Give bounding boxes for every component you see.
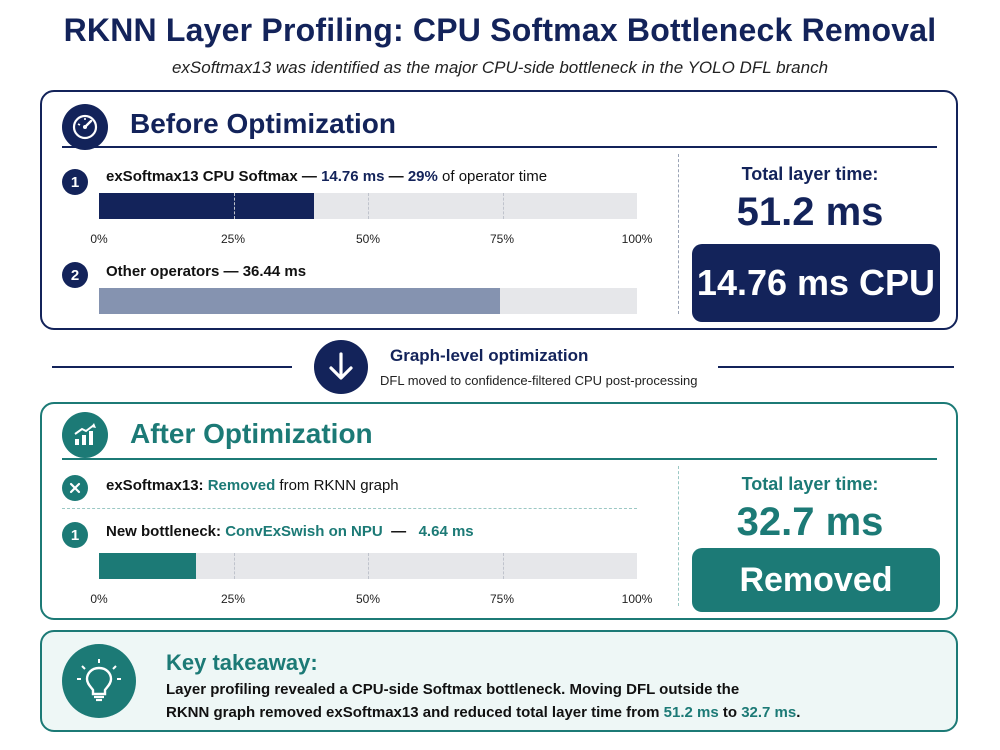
before-row2-label: Other operators — 36.44 ms <box>106 263 307 280</box>
bottleneck-name: ConvExSwish on NPU <box>225 523 383 540</box>
before-panel: Before Optimization 1 exSoftmax13 CPU So… <box>40 90 958 330</box>
grid-line <box>502 193 504 219</box>
before-highlight-box: 14.76 ms CPU <box>692 244 940 322</box>
rank-badge-1: 1 <box>62 522 88 548</box>
panel-divider <box>678 466 679 606</box>
takeaway-line-1: Layer profiling revealed a CPU-side Soft… <box>166 681 740 698</box>
operator-suffix: of operator time <box>437 168 548 185</box>
before-heading: Before Optimization <box>130 108 397 139</box>
axis-tick: 0% <box>90 232 108 246</box>
takeaway-text: . <box>796 704 801 721</box>
speedometer-icon <box>62 104 108 150</box>
grid-line <box>368 193 369 219</box>
growth-chart-icon <box>62 412 108 458</box>
before-row2-bar-fill <box>99 288 500 314</box>
page-title: RKNN Layer Profiling: CPU Softmax Bottle… <box>63 12 937 48</box>
lightbulb-icon <box>62 644 136 718</box>
operator-percent: 29% <box>407 168 438 185</box>
before-row1-label: exSoftmax13 CPU Softmax — 14.76 ms — 29%… <box>106 168 547 185</box>
after-highlight-box: Removed <box>692 548 940 612</box>
after-row1-label: New bottleneck: ConvExSwish on NPU — 4.6… <box>106 523 474 540</box>
axis-tick: 0% <box>90 592 108 606</box>
after-total-value: 32.7 ms <box>736 500 884 544</box>
transition-rule-right <box>718 366 954 368</box>
takeaway-panel: Key takeaway: Layer profiling revealed a… <box>40 630 958 732</box>
removed-status: Removed <box>207 477 276 494</box>
takeaway-before-value: 51.2 ms <box>663 704 719 721</box>
grid-line <box>502 553 504 579</box>
axis-tick: 25% <box>220 232 246 246</box>
before-row2-bar-track <box>99 288 637 314</box>
takeaway-text: RKNN graph removed exSoftmax13 and reduc… <box>166 704 664 721</box>
after-heading: After Optimization <box>130 418 373 449</box>
axis-tick: 75% <box>489 592 515 606</box>
after-panel: After Optimization exSoftmax13: Removed … <box>40 402 958 620</box>
operator-name: exSoftmax13 CPU Softmax <box>106 168 298 185</box>
separator: — <box>384 168 408 185</box>
transition-title: Graph-level optimization <box>390 346 589 365</box>
bottleneck-prefix: New bottleneck: <box>106 523 222 540</box>
takeaway-line-2: RKNN graph removed exSoftmax13 and reduc… <box>166 704 800 721</box>
axis-tick: 25% <box>220 592 246 606</box>
before-total-label: Total layer time: <box>741 164 879 184</box>
axis-tick: 100% <box>621 232 653 246</box>
rank-badge-2: 2 <box>62 262 88 288</box>
page-subtitle: exSoftmax13 was identified as the major … <box>171 58 829 77</box>
takeaway-title: Key takeaway: <box>166 650 318 675</box>
transition-subtitle: DFL moved to confidence-filtered CPU pos… <box>380 373 698 388</box>
axis-tick: 50% <box>355 232 381 246</box>
axis-tick: 50% <box>355 592 381 606</box>
close-x-icon <box>62 475 88 501</box>
separator: — <box>297 168 322 185</box>
grid-line <box>368 553 369 579</box>
before-row1-bar-fill <box>99 193 315 219</box>
bottleneck-time: 4.64 ms <box>418 523 474 540</box>
grid-line <box>233 553 235 579</box>
after-heading-rule <box>62 458 937 460</box>
takeaway-after-value: 32.7 ms <box>741 704 797 721</box>
removed-suffix: from RKNN graph <box>279 477 399 494</box>
arrow-down-icon <box>314 340 368 394</box>
axis-tick: 100% <box>621 592 653 606</box>
removed-row-label: exSoftmax13: Removed from RKNN graph <box>106 477 399 494</box>
row-divider <box>62 508 637 509</box>
before-heading-rule <box>62 146 937 148</box>
axis-tick: 75% <box>489 232 515 246</box>
separator: — <box>391 523 407 540</box>
takeaway-text: to <box>718 704 742 721</box>
operator-time: 14.76 ms <box>321 168 385 185</box>
before-row1-bar-track <box>99 193 637 219</box>
rank-badge-1: 1 <box>62 169 88 195</box>
after-total-label: Total layer time: <box>741 474 879 494</box>
after-row1-bar-track <box>99 553 637 579</box>
grid-line <box>233 193 235 219</box>
before-total-value: 51.2 ms <box>736 190 884 234</box>
after-row1-bar-fill <box>99 553 196 579</box>
transition-rule-left <box>52 366 292 368</box>
panel-divider <box>678 154 679 314</box>
removed-operator-name: exSoftmax13: <box>106 477 204 494</box>
